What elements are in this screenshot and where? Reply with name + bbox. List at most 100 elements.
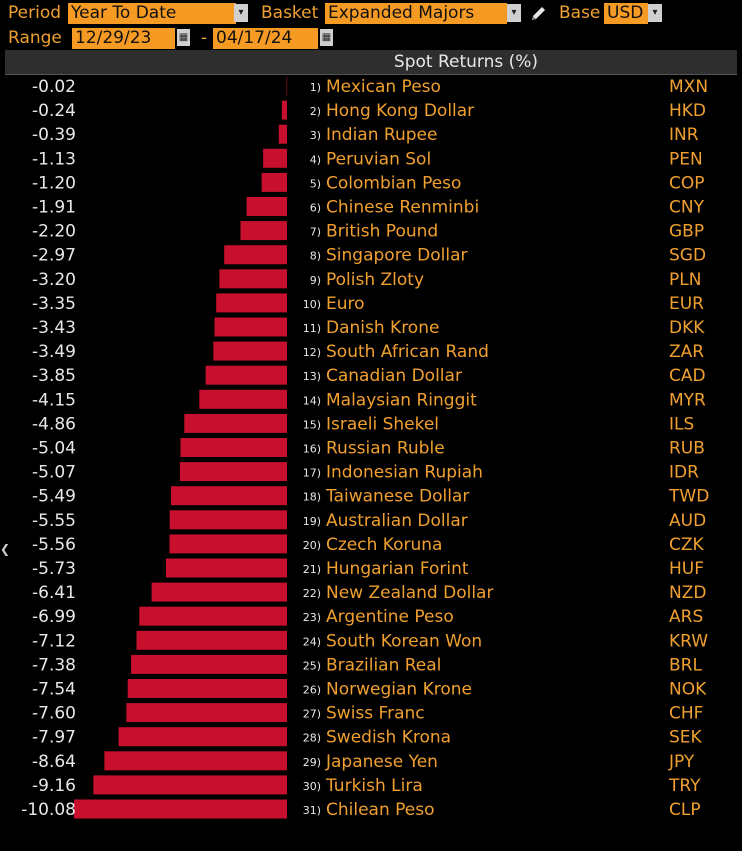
currency-name: Israeli Shekel <box>326 414 439 434</box>
basket-dropdown-icon[interactable]: ▾ <box>507 4 521 22</box>
bar-jpy <box>104 751 288 771</box>
value-label: -2.20 <box>32 222 76 242</box>
currency-name: South African Rand <box>326 342 489 362</box>
currency-name: Indonesian Rupiah <box>326 463 483 483</box>
currency-code: IDR <box>669 463 699 483</box>
value-label: -3.85 <box>32 366 76 386</box>
bar-idr <box>179 462 287 482</box>
value-label: -0.24 <box>32 101 76 121</box>
value-label: -1.20 <box>32 173 76 193</box>
currency-code: RUB <box>669 439 705 459</box>
rank-label: 11) <box>303 322 321 335</box>
value-label: -4.15 <box>32 390 76 410</box>
value-label: -5.49 <box>32 487 76 507</box>
currency-name: Australian Dollar <box>326 511 468 531</box>
currency-code: TWD <box>668 487 709 507</box>
bar-cny <box>246 197 287 216</box>
currency-name: British Pound <box>326 222 438 242</box>
currency-name: Argentine Peso <box>326 607 454 627</box>
rank-label: 16) <box>303 443 321 456</box>
value-label: -9.16 <box>32 776 76 796</box>
value-label: -2.97 <box>32 246 76 266</box>
bar-cad <box>205 365 287 385</box>
bar-huf <box>165 558 287 578</box>
value-label: -7.97 <box>32 728 76 748</box>
rank-label: 23) <box>303 611 321 624</box>
currency-name: Canadian Dollar <box>326 366 462 386</box>
range-end-input[interactable]: 04/17/24 <box>213 28 318 49</box>
bar-czk <box>169 534 287 554</box>
chart-header: Spot Returns (%) <box>5 50 737 75</box>
period-dropdown-icon[interactable]: ▾ <box>234 4 248 22</box>
currency-name: Norwegian Krone <box>326 680 472 700</box>
currency-name: Polish Zloty <box>326 270 424 290</box>
bar-ars <box>139 606 287 626</box>
value-label: -0.02 <box>32 77 76 97</box>
currency-code: SEK <box>669 728 703 748</box>
currency-code: AUD <box>669 511 706 531</box>
chart-title: Spot Returns (%) <box>393 52 539 72</box>
bar-clp <box>74 799 287 819</box>
rank-label: 2) <box>310 105 321 118</box>
currency-code: COP <box>669 173 705 193</box>
currency-code: DKK <box>669 318 705 338</box>
toolbar-row-1: Period Year To Date ▾ Basket Expanded Ma… <box>0 2 742 26</box>
rank-label: 21) <box>303 563 321 576</box>
currency-name: Indian Rupee <box>326 125 437 145</box>
bar-sek <box>118 727 287 747</box>
value-label: -6.99 <box>32 607 76 627</box>
bar-gbp <box>240 221 287 241</box>
currency-name: Danish Krone <box>326 318 439 338</box>
bar-mxn <box>286 76 288 96</box>
currency-code: EUR <box>669 294 704 314</box>
rank-label: 3) <box>310 129 321 142</box>
value-label: -3.35 <box>32 294 76 314</box>
value-label: -7.12 <box>32 631 76 651</box>
currency-name: Chilean Peso <box>326 800 435 820</box>
base-select[interactable]: USD <box>604 3 648 24</box>
currency-name: New Zealand Dollar <box>326 583 493 603</box>
bar-twd <box>171 486 287 506</box>
rank-label: 15) <box>303 418 321 431</box>
rank-label: 26) <box>303 684 321 697</box>
rank-label: 24) <box>303 635 321 648</box>
value-label: -3.43 <box>32 318 76 338</box>
currency-name: South Korean Won <box>326 631 482 651</box>
currency-code: NOK <box>669 680 707 700</box>
currency-name: Swedish Krona <box>326 728 451 748</box>
bar-nok <box>127 679 287 698</box>
rank-label: 12) <box>303 346 321 359</box>
base-label: Base <box>559 3 601 23</box>
basket-select[interactable]: Expanded Majors <box>325 3 507 24</box>
range-end-calendar-icon[interactable]: ▦ <box>320 29 333 46</box>
currency-code: BRL <box>669 655 702 675</box>
value-label: -3.49 <box>32 342 76 362</box>
pencil-icon[interactable] <box>529 6 547 22</box>
scroll-left-icon[interactable]: ❮ <box>0 542 11 556</box>
currency-code: MXN <box>669 77 708 97</box>
rank-label: 25) <box>303 659 321 672</box>
currency-code: TRY <box>668 776 701 796</box>
currency-name: Singapore Dollar <box>326 246 468 266</box>
range-separator: - <box>201 28 208 48</box>
rank-label: 6) <box>310 202 321 215</box>
currency-code: HUF <box>669 559 704 579</box>
toolbar-row-2: Range 12/29/23 ▦ - 04/17/24 ▦ <box>0 27 742 51</box>
period-label: Period <box>8 3 62 23</box>
bar-hkd <box>281 100 287 120</box>
range-start-calendar-icon[interactable]: ▦ <box>177 29 190 46</box>
range-start-input[interactable]: 12/29/23 <box>72 28 175 49</box>
value-label: -3.20 <box>32 270 76 290</box>
rank-label: 19) <box>303 515 321 528</box>
currency-name: Czech Koruna <box>326 535 442 555</box>
period-select[interactable]: Year To Date <box>68 3 236 24</box>
currency-name: Hungarian Forint <box>326 559 469 579</box>
rank-label: 8) <box>310 250 321 263</box>
base-dropdown-icon[interactable]: ▾ <box>648 4 662 22</box>
value-label: -5.04 <box>32 439 76 459</box>
currency-code: NZD <box>669 583 706 603</box>
value-label: -8.64 <box>32 752 76 772</box>
currency-code: MYR <box>669 390 706 410</box>
bar-eur <box>216 293 287 313</box>
currency-code: PEN <box>669 149 703 169</box>
